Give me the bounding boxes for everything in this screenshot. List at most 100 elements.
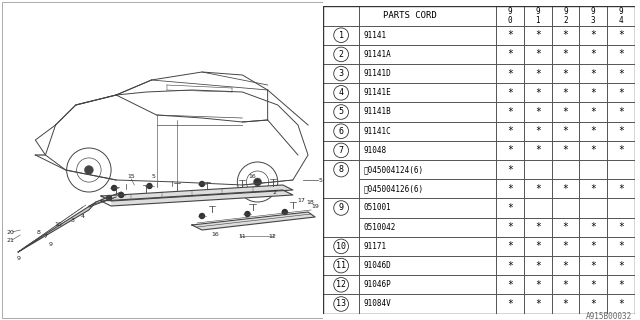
Bar (323, 83, 359, 102)
Text: *: * (535, 145, 541, 156)
Text: 1: 1 (339, 31, 344, 40)
Bar (552, 26, 579, 45)
Text: *: * (590, 49, 596, 60)
Text: *: * (535, 222, 541, 232)
Text: *: * (590, 280, 596, 290)
Text: *: * (507, 299, 513, 309)
Bar (552, 179, 579, 198)
Text: 19: 19 (311, 204, 319, 210)
Bar (552, 160, 579, 179)
Bar (579, 6, 607, 26)
Text: *: * (563, 107, 568, 117)
Text: 91048: 91048 (364, 146, 387, 155)
Text: *: * (507, 222, 513, 232)
Text: *: * (618, 68, 624, 79)
Bar (607, 294, 635, 314)
Text: *: * (535, 68, 541, 79)
Bar (496, 64, 524, 83)
Bar (552, 275, 579, 294)
Text: *: * (590, 68, 596, 79)
Text: *: * (507, 184, 513, 194)
Text: 9
3: 9 3 (591, 7, 596, 25)
Text: Ⓢ045004124(6): Ⓢ045004124(6) (364, 165, 424, 174)
Bar (359, 237, 496, 256)
Bar (496, 237, 524, 256)
Bar (607, 237, 635, 256)
Bar (607, 141, 635, 160)
Text: *: * (507, 203, 513, 213)
Text: 17: 17 (297, 197, 305, 203)
Bar (607, 6, 635, 26)
Text: *: * (563, 49, 568, 60)
Text: *: * (507, 260, 513, 271)
Text: 91046P: 91046P (364, 280, 392, 289)
Bar (323, 26, 359, 45)
Text: *: * (563, 88, 568, 98)
Bar (579, 122, 607, 141)
Text: 10: 10 (54, 222, 63, 228)
Text: 12: 12 (269, 235, 276, 239)
Bar (496, 83, 524, 102)
Bar (524, 218, 552, 237)
Bar (579, 64, 607, 83)
Text: *: * (618, 49, 624, 60)
Bar (552, 83, 579, 102)
Text: *: * (507, 88, 513, 98)
Text: 13: 13 (336, 300, 346, 308)
Text: 11: 11 (336, 261, 346, 270)
Bar (552, 218, 579, 237)
Circle shape (255, 180, 260, 185)
Bar (579, 275, 607, 294)
Bar (579, 294, 607, 314)
Text: 91141E: 91141E (364, 88, 392, 97)
Polygon shape (18, 202, 96, 252)
Bar (607, 198, 635, 218)
Bar (607, 45, 635, 64)
Bar (607, 275, 635, 294)
Bar (552, 294, 579, 314)
Bar (607, 218, 635, 237)
Text: 0510042: 0510042 (364, 223, 396, 232)
Bar (607, 256, 635, 275)
Text: 16: 16 (248, 174, 257, 180)
Text: *: * (590, 184, 596, 194)
Bar (552, 237, 579, 256)
Bar (607, 160, 635, 179)
Circle shape (253, 178, 262, 186)
Text: 5: 5 (339, 108, 344, 116)
Text: 6: 6 (339, 127, 344, 136)
Text: 91141C: 91141C (364, 127, 392, 136)
Text: *: * (535, 88, 541, 98)
Text: *: * (590, 299, 596, 309)
Bar (323, 237, 359, 256)
Bar (496, 256, 524, 275)
Bar (552, 198, 579, 218)
Text: 91141A: 91141A (364, 50, 392, 59)
Text: 9: 9 (339, 204, 344, 212)
Bar (524, 256, 552, 275)
Bar (607, 26, 635, 45)
Text: *: * (618, 126, 624, 136)
Polygon shape (192, 212, 315, 230)
Text: *: * (590, 30, 596, 40)
Bar (524, 160, 552, 179)
Text: 5: 5 (318, 178, 322, 182)
Bar (359, 275, 496, 294)
Text: 9
1: 9 1 (536, 7, 540, 25)
Text: 10: 10 (336, 242, 346, 251)
Bar (552, 6, 579, 26)
Bar (496, 141, 524, 160)
Text: 051001: 051001 (364, 204, 392, 212)
Text: *: * (563, 184, 568, 194)
Bar (359, 26, 496, 45)
Bar (607, 102, 635, 122)
Bar (524, 45, 552, 64)
Circle shape (245, 212, 250, 217)
Text: *: * (618, 184, 624, 194)
Bar (359, 179, 496, 198)
Text: *: * (507, 68, 513, 79)
Bar (524, 26, 552, 45)
Bar (552, 122, 579, 141)
Circle shape (84, 166, 93, 174)
Text: *: * (618, 88, 624, 98)
